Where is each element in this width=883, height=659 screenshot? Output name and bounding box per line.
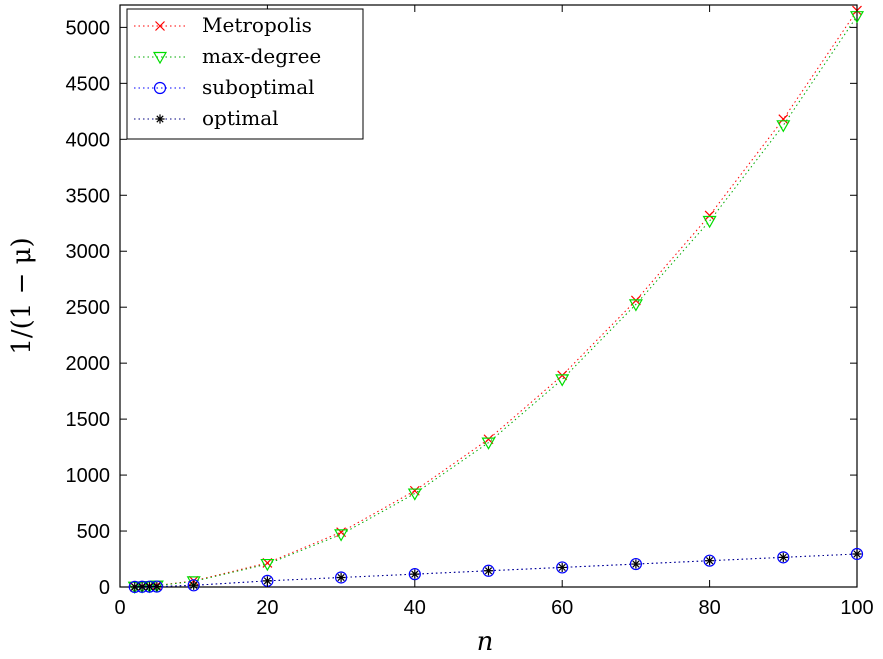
data-point xyxy=(482,564,495,577)
x-tick-label: 0 xyxy=(114,597,125,619)
legend-entry: suboptimal xyxy=(134,75,315,99)
data-point xyxy=(127,581,142,594)
data-point xyxy=(555,374,570,387)
series-line-3 xyxy=(134,553,858,588)
data-point xyxy=(137,582,147,592)
series-lines xyxy=(134,10,858,588)
data-point xyxy=(260,558,275,572)
series-line-1 xyxy=(134,15,858,588)
data-point xyxy=(629,557,643,571)
y-tick-label: 2500 xyxy=(66,297,111,319)
data-point xyxy=(557,562,567,573)
x-tick-label: 20 xyxy=(256,597,278,619)
data-point xyxy=(408,568,421,581)
legend-label: Metropolis xyxy=(202,13,312,37)
data-point xyxy=(556,561,569,574)
y-tick-label: 3000 xyxy=(66,241,111,263)
legend: Metropolis max-degree suboptimal optimal xyxy=(126,8,364,140)
data-point xyxy=(702,215,717,229)
legend-box xyxy=(126,8,364,140)
y-tick-label: 5000 xyxy=(66,17,111,39)
x-axis-label: n xyxy=(477,627,494,657)
data-point xyxy=(336,572,346,583)
y-tick-label: 1000 xyxy=(66,465,111,487)
x-tick-label: 80 xyxy=(698,597,720,619)
y-tick-label: 1500 xyxy=(66,409,111,431)
data-point xyxy=(852,549,862,559)
legend-marker xyxy=(152,51,168,65)
data-point xyxy=(704,210,715,221)
data-point xyxy=(776,120,791,133)
legend-label: suboptimal xyxy=(202,75,315,99)
y-tick-label: 500 xyxy=(77,521,110,543)
data-point xyxy=(144,582,155,592)
y-axis-label: 1/(1 − μ) xyxy=(7,237,37,354)
data-point xyxy=(628,299,643,312)
data-point xyxy=(777,551,790,564)
x-axis: 0 20 40 60 80 100 xyxy=(114,5,874,619)
data-point xyxy=(410,569,420,579)
x-tick-label: 40 xyxy=(404,597,426,619)
legend-marker xyxy=(155,114,165,124)
y-tick-label: 3500 xyxy=(66,185,111,207)
y-tick-label: 4000 xyxy=(66,129,111,151)
data-point xyxy=(189,580,199,590)
data-point xyxy=(778,552,788,562)
legend-label: max-degree xyxy=(202,44,321,68)
data-point xyxy=(187,579,200,592)
data-point xyxy=(703,554,716,567)
x-tick-label: 60 xyxy=(551,597,573,619)
data-point xyxy=(778,114,789,125)
series-line-0 xyxy=(134,10,858,588)
legend-entry: Metropolis xyxy=(134,13,312,37)
data-point xyxy=(335,571,348,584)
data-point xyxy=(850,547,864,561)
legend-marker xyxy=(155,21,165,31)
y-tick-label: 4500 xyxy=(66,73,111,95)
data-point xyxy=(483,566,494,576)
data-point xyxy=(631,559,641,569)
data-point xyxy=(481,437,496,450)
legend-label: optimal xyxy=(202,106,279,130)
legend-entry: optimal xyxy=(134,106,279,130)
legend-entry: max-degree xyxy=(134,44,321,68)
legend-marker xyxy=(153,81,167,95)
x-tick-label: 100 xyxy=(840,597,873,619)
data-point xyxy=(152,581,162,592)
data-point xyxy=(130,582,140,592)
data-point xyxy=(407,488,422,501)
y-tick-label: 0 xyxy=(99,577,110,599)
data-point xyxy=(334,529,349,542)
y-tick-label: 2000 xyxy=(66,353,111,375)
data-point xyxy=(705,556,715,566)
y-axis: 0 500 1000 1500 2000 2500 3000 3500 4000 4500 5000 xyxy=(66,17,857,599)
